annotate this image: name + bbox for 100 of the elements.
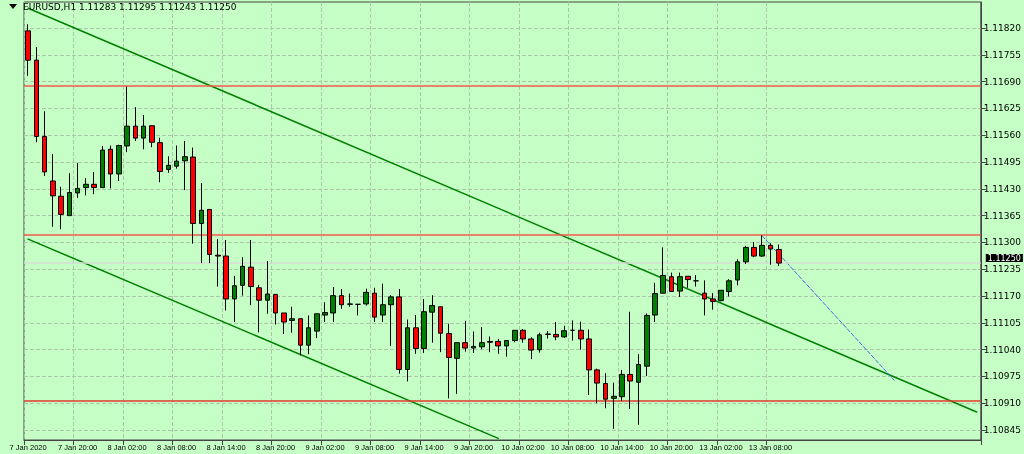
candlestick (289, 306, 295, 334)
candlestick (636, 353, 641, 426)
candlestick (149, 124, 155, 148)
candlestick (133, 106, 138, 142)
candlestick (322, 301, 328, 323)
candlestick (190, 147, 196, 245)
candlestick (265, 260, 270, 315)
candlestick (34, 46, 39, 143)
candlestick (429, 294, 435, 344)
candlestick (685, 275, 691, 289)
candlestick (124, 86, 130, 153)
candlestick (232, 275, 237, 323)
candlestick (223, 239, 229, 311)
y-tick-label: 1.11365 (983, 210, 1021, 221)
candlestick (339, 288, 344, 310)
y-tick-label: 1.11625 (983, 103, 1021, 114)
candlestick (42, 110, 47, 177)
candlestick (100, 145, 105, 189)
candlestick (644, 312, 650, 377)
candlestick (520, 328, 526, 344)
candlestick (380, 283, 386, 323)
y-tick-label: 1.10975 (983, 371, 1021, 382)
candlestick (67, 172, 72, 217)
candlestick (578, 321, 584, 351)
candlestick (627, 311, 633, 410)
candlestick (537, 332, 542, 354)
candlestick (471, 331, 476, 354)
candlestick (619, 369, 625, 402)
candlestick (347, 293, 353, 308)
candlestick (355, 303, 361, 316)
candlestick (751, 241, 757, 258)
candlestick (199, 182, 204, 264)
candlestick (677, 272, 683, 298)
candlestick (660, 246, 666, 294)
candlestick (281, 312, 287, 335)
y-tick-label: 1.11430 (983, 183, 1022, 194)
candlestick (735, 258, 740, 286)
candlestick (570, 319, 575, 342)
candlestick (504, 340, 509, 358)
candlestick (768, 242, 773, 266)
chart-title: EURUSD,H1 1.11283 1.11295 1.11243 1.11250 (23, 1, 237, 12)
candlestick (50, 153, 56, 228)
candlestick (454, 342, 460, 395)
candlestick (306, 314, 311, 355)
candlestick (553, 321, 559, 341)
candlestick (273, 293, 278, 326)
candlestick (314, 313, 320, 339)
candlestick (479, 326, 485, 350)
candlestick (603, 372, 608, 409)
candlestick (545, 330, 551, 340)
candlestick (594, 368, 600, 404)
candlestick (759, 234, 765, 258)
candlestick (25, 23, 31, 77)
candlestick (652, 282, 658, 323)
candlestick (669, 272, 674, 293)
candlestick (215, 238, 221, 288)
candlestick (561, 325, 567, 339)
candlestick (256, 284, 262, 333)
ref-line-label: 1.11250 (987, 253, 1021, 263)
candlestick (743, 245, 749, 265)
candlestick (693, 274, 699, 288)
y-tick-label: 1.11560 (983, 130, 1022, 141)
candlestick (108, 145, 113, 189)
candlestick (396, 288, 402, 375)
candlestick (83, 177, 89, 196)
y-tick-label: 1.10910 (983, 398, 1022, 409)
y-tick-label: 1.11690 (983, 76, 1022, 87)
candlestick (182, 140, 188, 191)
candlestick (248, 239, 254, 306)
candlestick (528, 336, 534, 360)
candlestick (166, 155, 171, 174)
y-tick-label: 1.11235 (983, 264, 1021, 275)
candlestick (91, 171, 97, 195)
candlestick (141, 114, 146, 150)
candlestick (726, 278, 732, 297)
candlestick (611, 382, 617, 430)
candlestick (512, 329, 518, 343)
y-tick-label: 1.11170 (983, 291, 1022, 302)
candlestick (462, 320, 468, 353)
candlestick (421, 298, 427, 354)
candlestick (174, 145, 179, 170)
candlestick (240, 256, 245, 297)
candlestick (207, 208, 212, 264)
candlestick (330, 286, 336, 323)
y-tick-label: 1.11300 (983, 237, 1022, 248)
candlestick (586, 328, 592, 396)
y-tick-label: 1.11820 (983, 22, 1022, 33)
candlestick (718, 289, 724, 302)
y-tick-label: 1.11755 (983, 49, 1021, 60)
candlestick (487, 335, 493, 353)
candlestick (438, 306, 443, 353)
y-tick-label: 1.11495 (983, 157, 1021, 168)
candlestick (495, 338, 501, 355)
candlestick (298, 318, 303, 356)
candlestick (710, 292, 716, 311)
candlestick (116, 144, 122, 182)
candlestick (446, 323, 452, 399)
candlestick (363, 288, 369, 307)
candlestick (58, 186, 64, 230)
candlestick (702, 279, 707, 316)
